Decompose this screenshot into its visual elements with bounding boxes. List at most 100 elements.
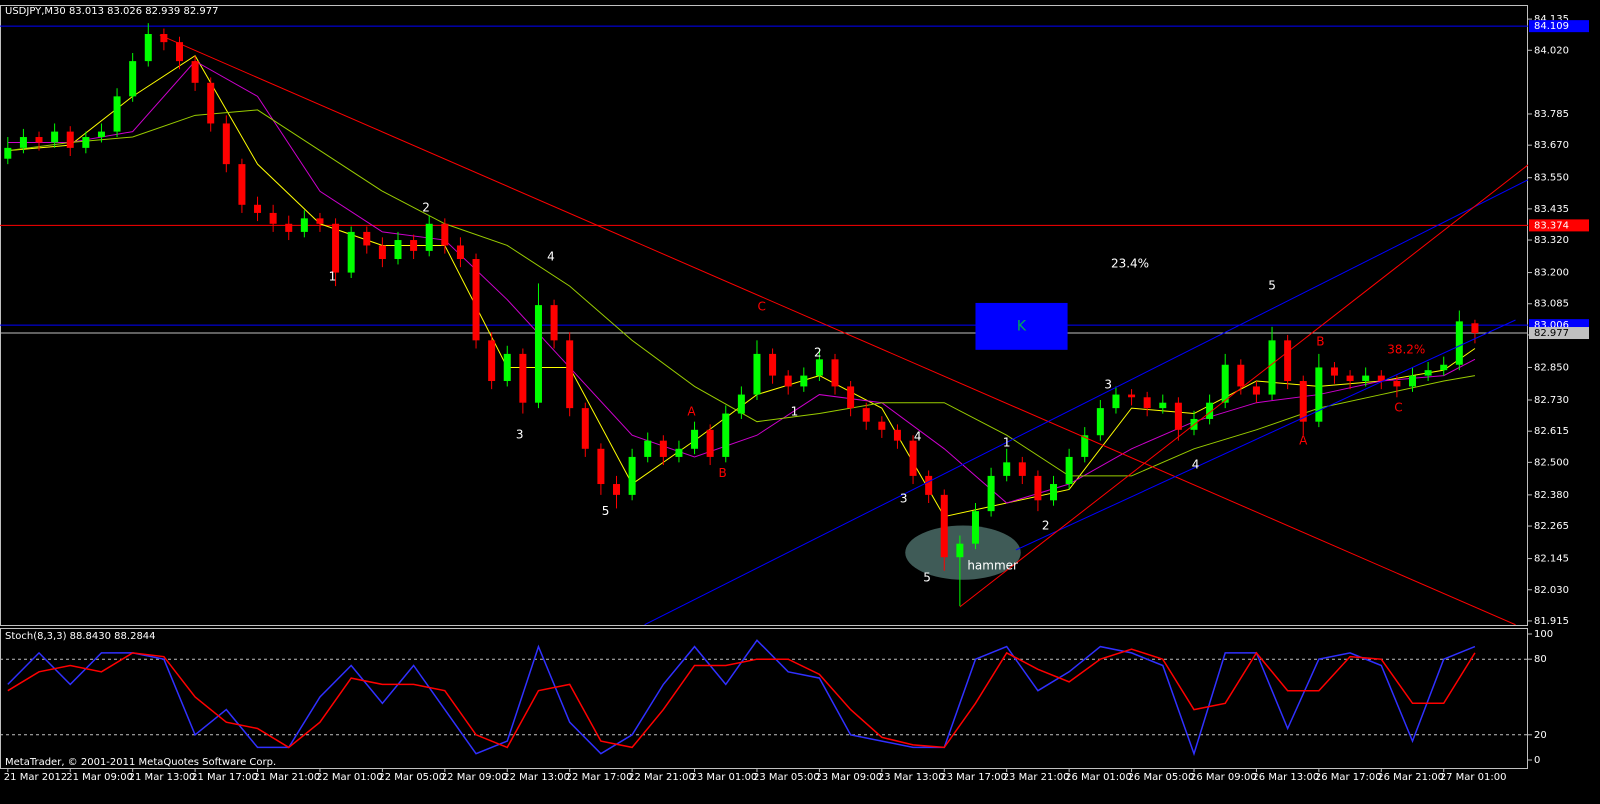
candle-body [800, 375, 808, 387]
candle-body [332, 223, 340, 273]
candle-body [222, 123, 230, 165]
candle-body [347, 231, 355, 273]
candle-body [1081, 435, 1089, 457]
y-tick-label: 83.085 [1534, 299, 1569, 310]
x-tick-label: 22 Mar 21:00 [628, 772, 695, 783]
wave-label: 1 [329, 269, 337, 283]
wave-label: 1 [791, 404, 799, 418]
x-tick-label: 22 Mar 13:00 [503, 772, 570, 783]
candle-body [1455, 321, 1463, 365]
candle-body [1299, 381, 1307, 422]
candle-body [1112, 394, 1120, 409]
wave-label: 23.4% [1111, 256, 1149, 270]
candle-body [363, 231, 371, 246]
stoch-line [7, 648, 1476, 749]
axes: 84.13584.02084.90583.78583.67083.55083.4… [4, 14, 1589, 783]
candle-body [394, 240, 402, 260]
x-tick-label: 22 Mar 09:00 [441, 772, 508, 783]
wave-label: A [1299, 433, 1308, 447]
price-marker-label: 83.374 [1534, 220, 1569, 231]
x-tick-label: 23 Mar 17:00 [940, 772, 1007, 783]
price-marker [1529, 219, 1589, 232]
candle-body [441, 223, 449, 246]
candle-body [1174, 402, 1182, 430]
wave-label: B [719, 466, 727, 480]
x-tick-label: 21 Mar 21:00 [254, 772, 321, 783]
candle-body [722, 413, 730, 457]
wave-label: 2 [422, 201, 430, 215]
footer: MetaTrader, © 2001-2011 MetaQuotes Softw… [5, 757, 276, 768]
candle-body [254, 204, 262, 213]
trend-line [644, 179, 1528, 625]
x-tick-label: 21 Mar 09:00 [66, 772, 133, 783]
candle-body [519, 353, 527, 403]
candle-body [1362, 375, 1370, 382]
candle-body [1252, 386, 1260, 395]
x-tick-label: 23 Mar 05:00 [753, 772, 820, 783]
candle-body [659, 440, 667, 457]
x-tick-label: 21 Mar 2012 [4, 772, 67, 783]
y-tick-label: 82.030 [1534, 585, 1569, 596]
y-tick-label: 82.850 [1534, 362, 1569, 373]
wave-label: 5 [602, 504, 610, 518]
candle-body [1065, 456, 1073, 485]
candle-body [1237, 364, 1245, 387]
candle-body [207, 82, 215, 124]
wave-label: 38.2% [1387, 342, 1425, 356]
candle-body [300, 218, 308, 232]
candle-body [1409, 375, 1417, 387]
main-frame [0, 5, 1528, 626]
x-tick-label: 22 Mar 05:00 [378, 772, 445, 783]
stoch-title: Stoch(8,3,3) 88.8430 88.2844 [5, 631, 156, 642]
candle-body [1128, 394, 1136, 398]
y-tick-label: 83.200 [1534, 268, 1569, 279]
candle-body [909, 440, 917, 476]
candle-body [378, 245, 386, 260]
candle-body [1003, 462, 1011, 476]
candle-body [66, 131, 74, 148]
price-marker-label: 83.006 [1534, 320, 1569, 331]
sub-frame [0, 628, 1528, 769]
moving-average [7, 109, 1476, 477]
wave-label: 4 [547, 249, 555, 263]
candle-body [4, 147, 12, 159]
wave-label: hammer [967, 558, 1018, 572]
candle-body [847, 386, 855, 409]
wave-label: 4 [914, 429, 922, 443]
x-tick-label: 23 Mar 09:00 [815, 772, 882, 783]
candle-body [1346, 375, 1354, 382]
candle-body [285, 223, 293, 232]
y-tick-label: 82.730 [1534, 395, 1569, 406]
candle-body [456, 245, 464, 260]
candle-body [753, 353, 761, 395]
candle-body [1159, 402, 1167, 409]
y-tick-label: 82.615 [1534, 426, 1569, 437]
zone-label: K [1017, 318, 1027, 334]
zone-box [975, 302, 1068, 350]
candle-body [1284, 340, 1292, 382]
candle-body [175, 42, 183, 62]
trend-line [959, 164, 1528, 608]
y-tick-label: 82.265 [1534, 521, 1569, 532]
price-marker-label: 84.109 [1534, 21, 1569, 32]
candle-body [706, 429, 714, 457]
x-tick-label: 21 Mar 17:00 [191, 772, 258, 783]
candle-body [1315, 367, 1323, 422]
x-tick-label: 22 Mar 17:00 [566, 772, 633, 783]
candle-body [644, 440, 652, 457]
y-tick-label: 0 [1534, 755, 1540, 766]
candle-body [51, 131, 59, 143]
candle-body [472, 259, 480, 341]
y-tick-label: 83.435 [1534, 204, 1569, 215]
candle-body [129, 61, 137, 97]
candle-body [19, 137, 27, 148]
wave-label: A [687, 404, 696, 418]
candle-body [316, 218, 324, 224]
x-tick-label: 23 Mar 13:00 [878, 772, 945, 783]
y-tick-label: 84.020 [1534, 45, 1569, 56]
candle-body [191, 61, 199, 83]
candle-body [1143, 397, 1151, 409]
trend-line [159, 34, 1516, 625]
candle-body [534, 305, 542, 403]
